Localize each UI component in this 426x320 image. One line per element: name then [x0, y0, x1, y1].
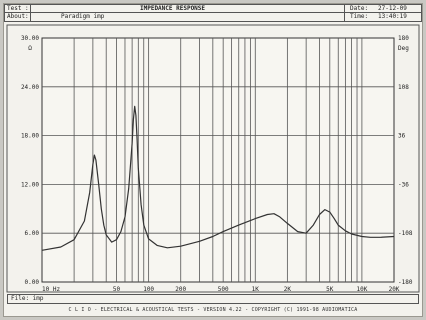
y2-tick-label: -180	[398, 279, 413, 286]
header-border	[4, 4, 422, 22]
date-label: Date:	[350, 5, 369, 12]
plot-area	[41, 37, 395, 283]
y2-unit-label: Deg	[398, 45, 409, 52]
x-tick-label: 10 Hz	[42, 286, 60, 293]
x-tick-label: 200	[175, 286, 186, 293]
date-value: 27-12-09	[378, 5, 407, 12]
x-tick-label: 5K	[326, 286, 334, 293]
header-divider-mid	[4, 12, 422, 13]
header: Test : IMPEDANCE RESPONSE About: Paradig…	[4, 4, 422, 22]
impedance-curve	[41, 105, 395, 251]
x-tick-label: 1K	[252, 286, 260, 293]
file-bar: File: imp	[7, 294, 419, 304]
x-tick-label: 2K	[284, 286, 292, 293]
y2-tick-label: -36	[398, 181, 409, 188]
about-value: Paradigm imp	[61, 13, 105, 20]
y-tick-label: 12.00	[21, 181, 39, 188]
y-tick-label: 0.00	[25, 279, 40, 286]
x-tick-label: 50	[113, 286, 121, 293]
x-tick-label: 10K	[356, 286, 367, 293]
y2-tick-label: 180	[398, 35, 409, 42]
y-unit-label: Ω	[28, 45, 32, 52]
y-tick-label: 6.00	[25, 230, 40, 237]
test-value: IMPEDANCE RESPONSE	[140, 5, 206, 12]
time-label: Time:	[350, 13, 369, 20]
header-divider-left	[30, 4, 31, 22]
y-tick-label: 18.00	[21, 133, 39, 140]
x-tick-label: 100	[143, 286, 154, 293]
y-tick-label: 30.00	[21, 35, 39, 42]
y2-tick-label: 108	[398, 84, 409, 91]
x-tick-label: 500	[218, 286, 229, 293]
chart-panel-border	[6, 24, 420, 293]
x-tick-label: 20K	[389, 286, 400, 293]
about-label: About:	[7, 13, 29, 20]
y-tick-label: 24.00	[21, 84, 39, 91]
clio-banner: C L I O - ELECTRICAL & ACOUSTICAL TESTS …	[68, 307, 358, 313]
time-value: 13:40:19	[378, 13, 407, 20]
y2-tick-label: -108	[398, 230, 413, 237]
test-label: Test :	[7, 5, 29, 12]
y2-tick-label: 36	[398, 133, 406, 140]
header-divider-right	[344, 4, 345, 22]
